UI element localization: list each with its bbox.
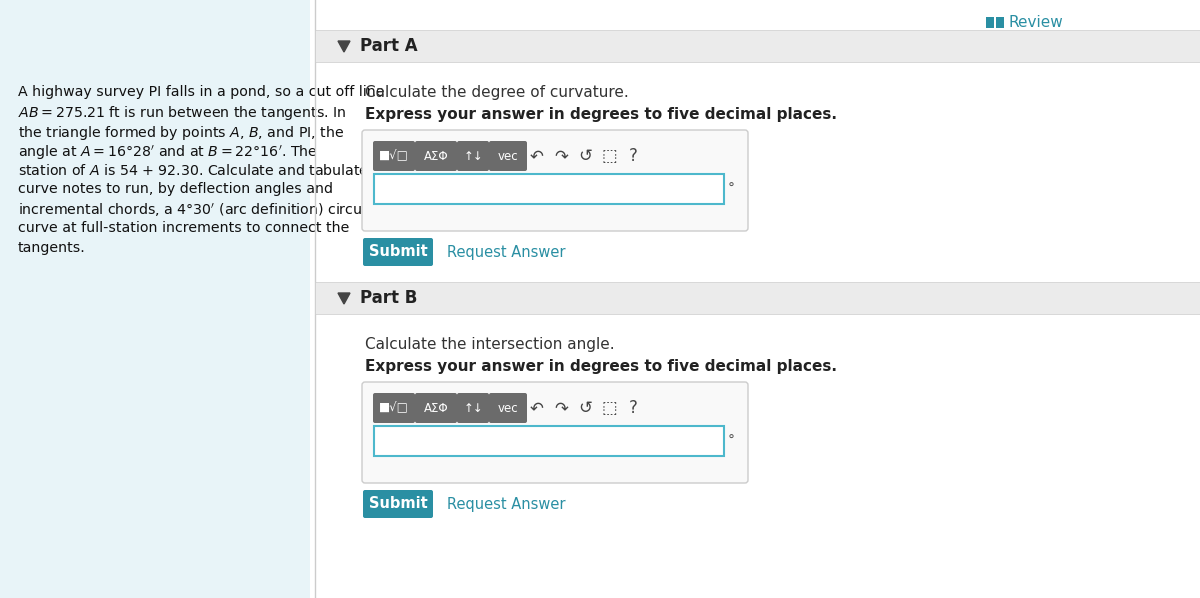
FancyBboxPatch shape xyxy=(364,490,433,518)
Polygon shape xyxy=(338,293,350,304)
Text: curve at full-station increments to connect the: curve at full-station increments to conn… xyxy=(18,221,349,236)
FancyBboxPatch shape xyxy=(415,393,457,423)
Text: Part B: Part B xyxy=(360,289,418,307)
Text: Review: Review xyxy=(1008,15,1063,30)
Text: Submit: Submit xyxy=(368,496,427,511)
FancyBboxPatch shape xyxy=(314,30,1200,62)
Text: ■√□: ■√□ xyxy=(379,150,409,163)
Text: incremental chords, a $4°30'$ (arc definition) circular: incremental chords, a $4°30'$ (arc defin… xyxy=(18,202,382,219)
Text: angle at $A = 16°28'$ and at $B = 22°16'$. The: angle at $A = 16°28'$ and at $B = 22°16'… xyxy=(18,144,318,161)
FancyBboxPatch shape xyxy=(996,17,1004,28)
Text: ↺: ↺ xyxy=(578,399,592,417)
Text: ?: ? xyxy=(629,399,637,417)
Text: Submit: Submit xyxy=(368,245,427,260)
Text: ↷: ↷ xyxy=(554,147,568,165)
FancyBboxPatch shape xyxy=(0,0,310,598)
FancyBboxPatch shape xyxy=(457,141,490,171)
Text: Request Answer: Request Answer xyxy=(446,245,565,260)
Text: Express your answer in degrees to five decimal places.: Express your answer in degrees to five d… xyxy=(365,359,838,374)
Text: $AB = 275.21$ ft is run between the tangents. In: $AB = 275.21$ ft is run between the tang… xyxy=(18,105,347,123)
FancyBboxPatch shape xyxy=(457,393,490,423)
Text: curve notes to run, by deflection angles and: curve notes to run, by deflection angles… xyxy=(18,182,334,197)
Text: ↺: ↺ xyxy=(578,147,592,165)
Text: ↶: ↶ xyxy=(530,399,544,417)
Text: Calculate the degree of curvature.: Calculate the degree of curvature. xyxy=(365,85,629,100)
Text: ?: ? xyxy=(629,147,637,165)
Text: °: ° xyxy=(727,182,734,196)
FancyBboxPatch shape xyxy=(374,426,724,456)
Text: tangents.: tangents. xyxy=(18,241,85,255)
Text: A highway survey PI falls in a pond, so a cut off line: A highway survey PI falls in a pond, so … xyxy=(18,85,384,99)
Text: Request Answer: Request Answer xyxy=(446,496,565,511)
FancyBboxPatch shape xyxy=(373,393,415,423)
Text: ↑↓: ↑↓ xyxy=(463,150,482,163)
FancyBboxPatch shape xyxy=(374,174,724,204)
Text: Part A: Part A xyxy=(360,37,418,55)
Text: °: ° xyxy=(727,434,734,448)
FancyBboxPatch shape xyxy=(490,393,527,423)
Text: vec: vec xyxy=(498,150,518,163)
FancyBboxPatch shape xyxy=(314,282,1200,314)
Text: AΣΦ: AΣΦ xyxy=(424,401,449,414)
Text: Calculate the intersection angle.: Calculate the intersection angle. xyxy=(365,337,614,352)
Polygon shape xyxy=(338,41,350,52)
Text: ↶: ↶ xyxy=(530,147,544,165)
FancyBboxPatch shape xyxy=(362,382,748,483)
Text: ⬚: ⬚ xyxy=(601,147,617,165)
Text: ↑↓: ↑↓ xyxy=(463,401,482,414)
FancyBboxPatch shape xyxy=(373,141,415,171)
Text: station of $A$ is 54 + 92.30. Calculate and tabulate: station of $A$ is 54 + 92.30. Calculate … xyxy=(18,163,368,178)
Text: AΣΦ: AΣΦ xyxy=(424,150,449,163)
Text: the triangle formed by points $A$, $B$, and PI, the: the triangle formed by points $A$, $B$, … xyxy=(18,124,344,142)
Text: ⬚: ⬚ xyxy=(601,399,617,417)
FancyBboxPatch shape xyxy=(314,0,1200,598)
Text: vec: vec xyxy=(498,401,518,414)
Text: ■√□: ■√□ xyxy=(379,401,409,414)
Text: ↷: ↷ xyxy=(554,399,568,417)
FancyBboxPatch shape xyxy=(362,130,748,231)
FancyBboxPatch shape xyxy=(415,141,457,171)
FancyBboxPatch shape xyxy=(986,17,994,28)
Text: Express your answer in degrees to five decimal places.: Express your answer in degrees to five d… xyxy=(365,107,838,122)
FancyBboxPatch shape xyxy=(364,238,433,266)
FancyBboxPatch shape xyxy=(490,141,527,171)
